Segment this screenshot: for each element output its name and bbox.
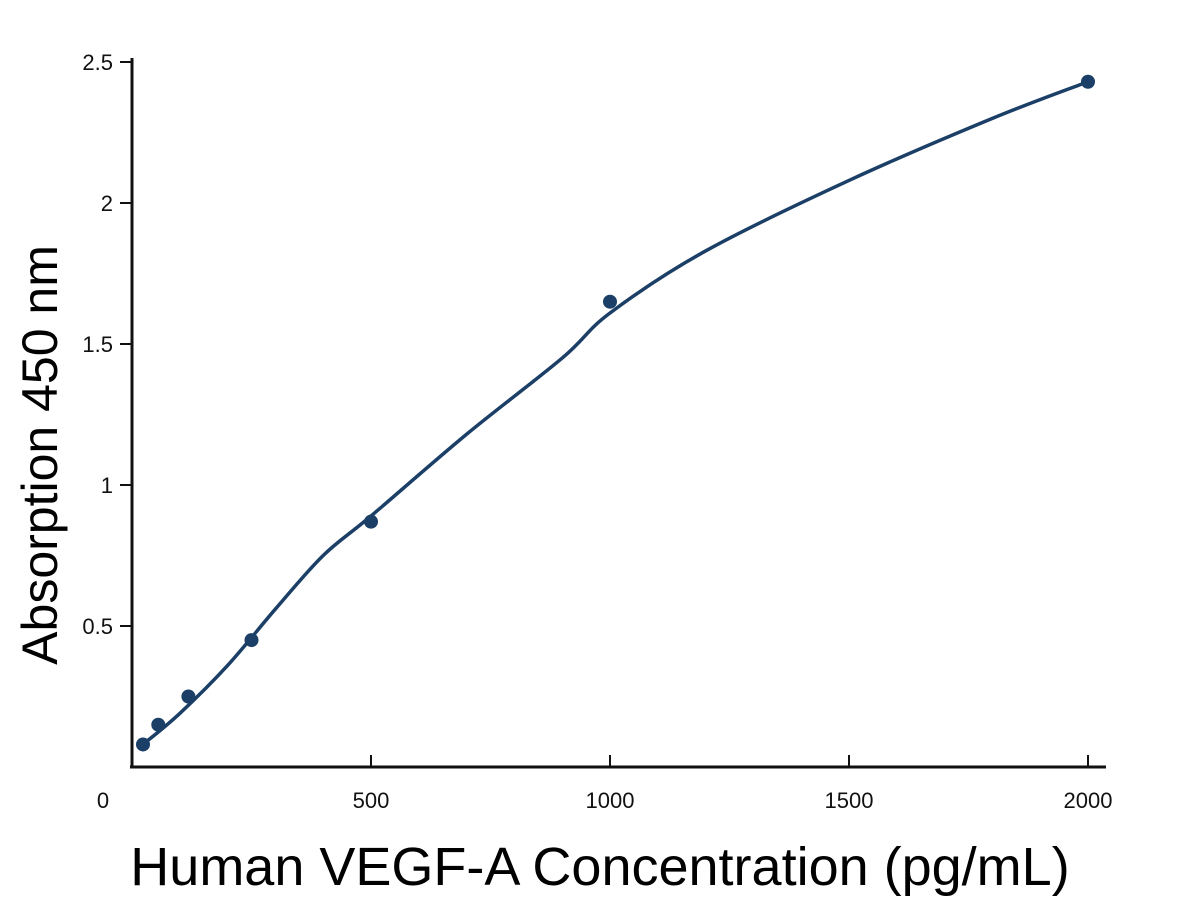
y-axis-title: Absorption 450 nm (12, 245, 68, 665)
axes (130, 58, 1106, 769)
x-tick-label: 500 (353, 788, 390, 813)
x-tick-label: 1000 (586, 788, 635, 813)
x-tick-label: 2000 (1064, 788, 1113, 813)
y-tick-label: 1 (101, 473, 113, 498)
y-tick-label: 2.5 (82, 50, 113, 75)
x-ticks: 0 500 1000 1500 2000 (97, 755, 1113, 813)
data-point (151, 717, 166, 732)
x-axis-title: Human VEGF-A Concentration (pg/mL) (130, 837, 1069, 897)
data-point (603, 294, 617, 309)
data-point (181, 689, 196, 704)
y-tick-label: 1.5 (82, 332, 113, 357)
data-point (135, 737, 150, 752)
y-tick-label: 2 (101, 191, 113, 216)
plot-area (135, 74, 1095, 752)
x-tick-label: 0 (97, 788, 109, 813)
data-point (364, 514, 378, 529)
y-ticks: 0.5 1 1.5 2 2.5 (82, 50, 132, 639)
y-tick-label: 0.5 (82, 614, 113, 639)
data-point (1081, 74, 1095, 89)
standard-curve-line (141, 79, 1090, 747)
x-tick-label: 1500 (825, 788, 874, 813)
data-point (244, 633, 259, 648)
